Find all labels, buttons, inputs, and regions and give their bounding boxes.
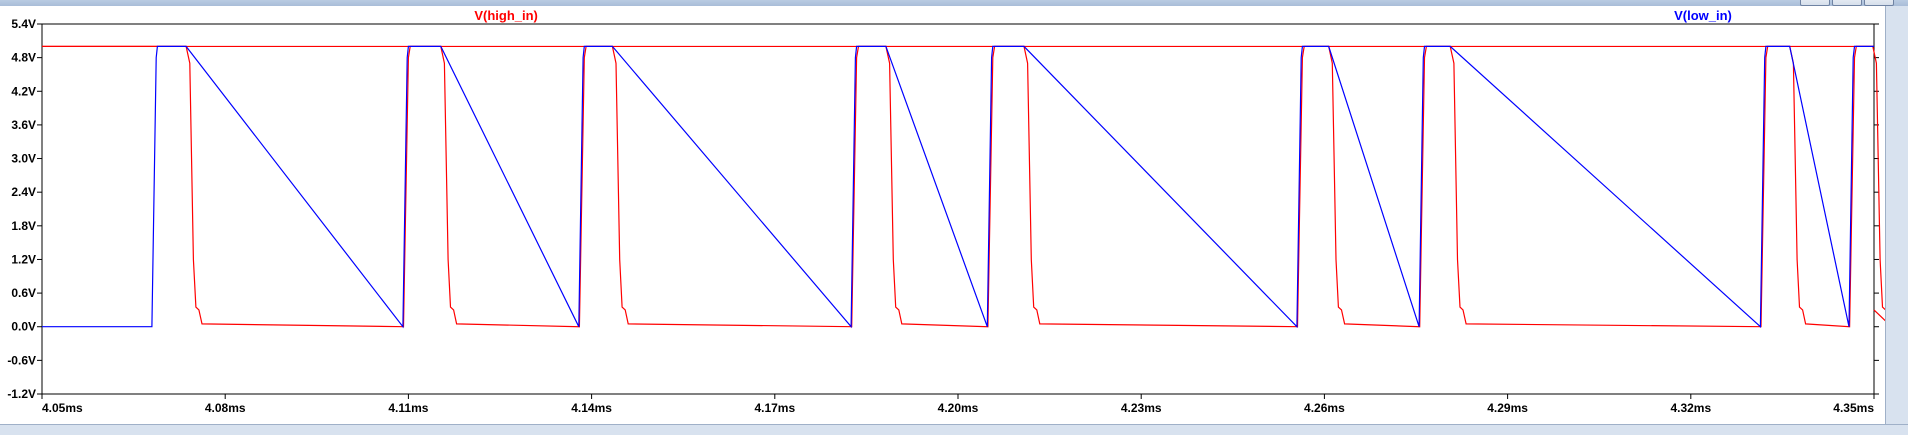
x-tick-label: 4.29ms xyxy=(1487,401,1528,415)
y-tick-label: 1.2V xyxy=(11,252,36,266)
x-tick-label: 4.23ms xyxy=(1121,401,1162,415)
y-tick-label: 5.4V xyxy=(11,17,36,31)
series-line-high-in xyxy=(42,45,1890,328)
series-line-low-in xyxy=(42,45,1874,329)
close-button[interactable] xyxy=(1864,0,1894,6)
x-tick-label: 4.14ms xyxy=(571,401,612,415)
x-tick-label: 4.32ms xyxy=(1670,401,1711,415)
x-tick-label: 4.17ms xyxy=(754,401,795,415)
window-bottom-frame xyxy=(0,424,1908,435)
x-tick-label: 4.20ms xyxy=(938,401,979,415)
plot-pane[interactable]: 5.4V 4.8V 4.2V 3.6V 3.0V 2.4V 1.8V 1.2V 0.6V 0.0V… xyxy=(0,6,1902,431)
window-right-frame xyxy=(1885,6,1908,434)
x-tick-label: 4.08ms xyxy=(205,401,246,415)
plot-frame xyxy=(41,23,1875,395)
y-tick-label: 2.4V xyxy=(11,185,36,199)
maximize-button[interactable] xyxy=(1832,0,1862,6)
minimize-button[interactable] xyxy=(1800,0,1830,6)
y-tick-label: 4.8V xyxy=(11,51,36,65)
y-tick-label: 0.0V xyxy=(11,320,36,334)
x-tick-label: 4.11ms xyxy=(388,401,428,415)
legend-entry-low-in: V(low_in) xyxy=(1674,8,1732,23)
y-tick-label: 1.8V xyxy=(11,219,36,233)
y-tick-label: 3.0V xyxy=(11,152,36,166)
y-tick-label: -0.6V xyxy=(7,353,36,367)
x-tick-label: 4.05ms xyxy=(42,401,83,415)
waveform-plot[interactable]: 5.4V 4.8V 4.2V 3.6V 3.0V 2.4V 1.8V 1.2V 0.6V 0.0V… xyxy=(0,6,1902,431)
y-tick-label: 0.6V xyxy=(11,286,36,300)
x-tick-label: 4.35ms xyxy=(1833,401,1874,415)
y-tick-label: 4.2V xyxy=(11,84,36,98)
legend-entry-high-in: V(high_in) xyxy=(474,8,538,23)
x-tick-label: 4.26ms xyxy=(1304,401,1345,415)
y-tick-label: -1.2V xyxy=(7,387,36,401)
y-tick-label: 3.6V xyxy=(11,118,36,132)
